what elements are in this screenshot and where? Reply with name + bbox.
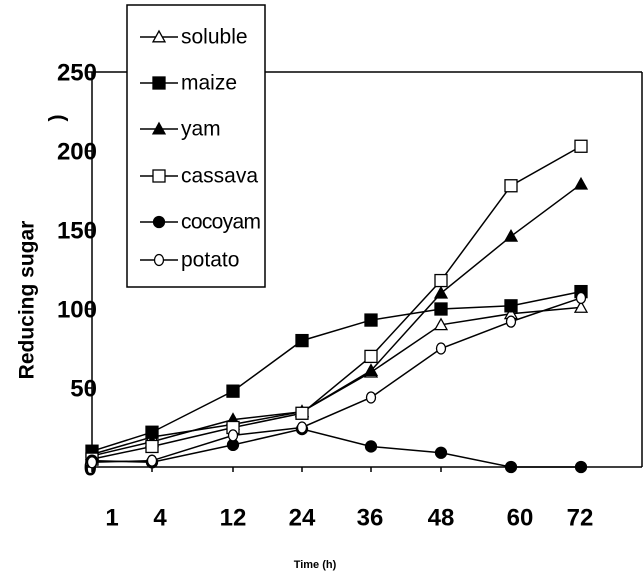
legend-label: cassava [181, 165, 258, 188]
series-line [91, 183, 582, 457]
series-line [91, 290, 582, 452]
legend-marker [152, 169, 166, 183]
marker [295, 333, 309, 348]
marker [434, 273, 448, 288]
marker [433, 285, 449, 299]
marker [504, 299, 518, 313]
marker [504, 179, 518, 193]
y-tick-label: 50 [70, 375, 97, 402]
marker [364, 440, 378, 453]
marker [363, 363, 379, 377]
legend-box [126, 4, 266, 288]
marker [364, 313, 378, 327]
legend-marker [152, 76, 166, 90]
y-tick-label: 200 [57, 138, 97, 165]
x-tick-label: 72 [567, 504, 594, 531]
x-tick-label: 60 [507, 504, 534, 531]
series-line [91, 306, 582, 456]
marker [573, 176, 589, 190]
y-tick-label: 150 [57, 217, 97, 244]
x-tick-label: 12 [220, 504, 247, 531]
x-tick-label: 4 [153, 504, 167, 531]
marker [226, 384, 240, 398]
legend-label: soluble [181, 26, 248, 49]
marker [435, 342, 447, 355]
marker [575, 291, 587, 305]
marker [434, 302, 448, 316]
x-tick-label: 48 [428, 504, 455, 531]
legend-marker [152, 215, 166, 229]
marker [296, 421, 308, 434]
x-axis-label: Time (h) [294, 559, 337, 571]
marker [504, 460, 518, 474]
legend-label: cocoyam [181, 211, 261, 234]
marker [434, 446, 448, 459]
marker [86, 456, 98, 469]
legend-label: potato [181, 249, 239, 272]
legend-label: yam [181, 118, 221, 141]
marker [574, 460, 588, 474]
marker [365, 391, 377, 404]
x-tick-label: 1 [105, 504, 118, 531]
series-line [91, 145, 582, 460]
marker [146, 454, 158, 467]
y-axis-label: Reducing sugar [16, 221, 39, 380]
legend-marker [151, 121, 167, 135]
marker [503, 228, 519, 242]
y-tick-label: 250 [57, 59, 97, 86]
series-line [91, 428, 581, 468]
marker [364, 349, 378, 364]
x-tick-label: 36 [357, 504, 384, 531]
marker [505, 315, 517, 328]
y-tick-label: 100 [57, 296, 97, 323]
marker [574, 139, 588, 153]
series-line [91, 297, 582, 464]
x-tick-label: 24 [289, 504, 316, 531]
legend-label: maize [181, 72, 237, 95]
legend-marker [153, 253, 165, 267]
marker [433, 317, 449, 331]
legend-marker [151, 29, 167, 43]
marker [573, 300, 589, 313]
marker [227, 429, 239, 442]
marker [295, 406, 309, 420]
marker [145, 439, 159, 454]
y-axis-label-suffix: ) [46, 115, 69, 122]
